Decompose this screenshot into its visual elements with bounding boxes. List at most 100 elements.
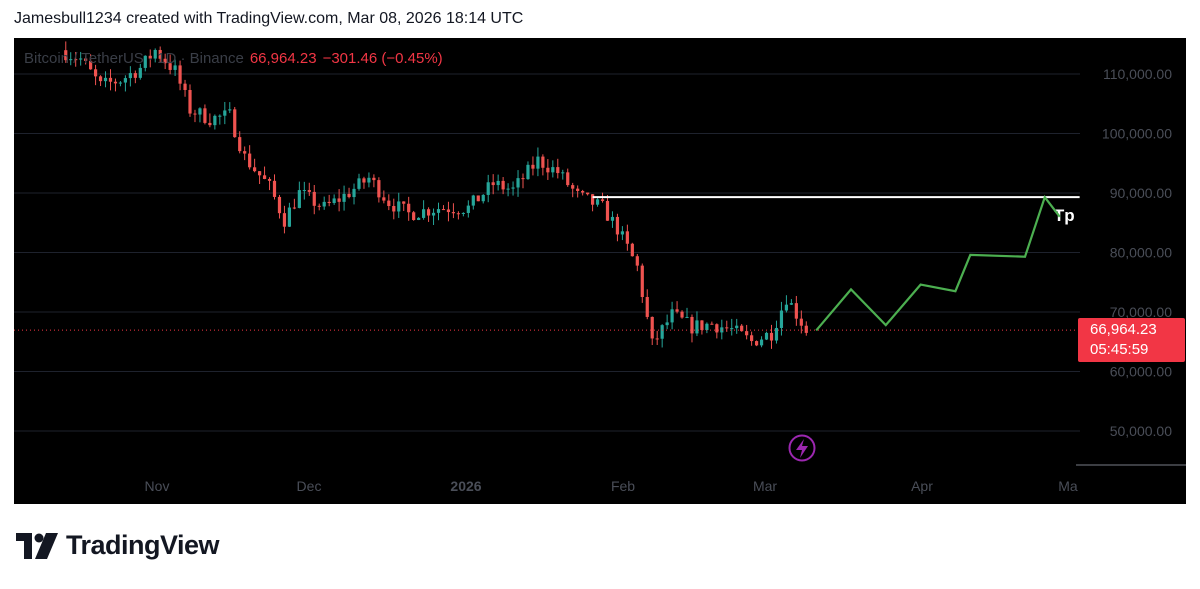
candle-body <box>506 188 510 190</box>
candle-body <box>377 180 381 198</box>
candle-body <box>501 180 505 190</box>
candle-body <box>397 201 401 212</box>
last-price-value: 66,964.23 <box>1090 321 1157 338</box>
candle-body <box>571 185 575 189</box>
candle-body <box>794 303 798 319</box>
candle-body <box>163 58 167 64</box>
candle-body <box>362 178 366 183</box>
candle-body <box>446 209 451 213</box>
candle-body <box>546 167 550 173</box>
candle-body <box>357 178 361 189</box>
candle-body <box>337 198 341 202</box>
candle-body <box>735 325 739 329</box>
candle-body <box>531 164 535 169</box>
candle-body <box>188 90 192 114</box>
candle-body <box>178 65 182 84</box>
candle-body <box>417 217 421 220</box>
x-tick-label: 2026 <box>450 478 481 494</box>
candle-body <box>412 212 416 220</box>
candle-body <box>630 243 634 257</box>
candle-body <box>287 207 292 227</box>
candle-body <box>392 206 396 212</box>
price-chart[interactable]: Tp 110,000.00 100,000.00 90,000.00 80,000.0… <box>14 38 1186 504</box>
candle-body <box>98 76 103 82</box>
candle-body <box>804 325 808 333</box>
candle-body <box>317 205 321 207</box>
y-tick-label: 80,000.00 <box>1110 245 1172 261</box>
candle-body <box>740 325 744 332</box>
candle-body <box>660 325 664 339</box>
candle-body <box>650 316 654 339</box>
candle-body <box>680 311 684 318</box>
candle-body <box>262 175 267 179</box>
candle-body <box>685 316 689 318</box>
candle-body <box>586 192 590 195</box>
candle-body <box>516 178 520 188</box>
candle-body <box>451 212 456 214</box>
lightning-icon <box>788 434 816 462</box>
candle-body <box>655 338 659 340</box>
candle-body <box>610 216 615 221</box>
candle-body <box>93 69 98 77</box>
legend-change: −301.46 (−0.45%) <box>322 50 443 67</box>
candle-body <box>745 331 749 336</box>
candle-body <box>158 49 162 59</box>
candle-body <box>103 77 108 82</box>
x-tick-label: Ma <box>1058 478 1078 494</box>
candle-body <box>595 199 600 205</box>
candle-body <box>128 73 132 79</box>
candle-body <box>277 196 282 214</box>
candle-body <box>208 122 212 126</box>
candle-body <box>700 320 704 331</box>
candle-body <box>556 167 560 174</box>
candle-body <box>456 213 460 215</box>
candle-body <box>600 199 605 201</box>
candle-body <box>486 182 490 195</box>
x-tick-label: Dec <box>297 478 322 494</box>
candle-body <box>551 167 555 173</box>
candle-body <box>108 77 113 82</box>
candle-body <box>387 200 391 207</box>
candle-body <box>367 177 371 183</box>
candle-body <box>253 167 257 172</box>
candle-body <box>764 332 769 340</box>
candle-body <box>725 327 729 329</box>
candle-body <box>342 193 346 202</box>
candle-body <box>327 201 331 204</box>
candle-body <box>248 153 252 168</box>
candle-body <box>784 304 789 311</box>
candle-body <box>133 73 137 78</box>
candle-body <box>670 309 674 323</box>
candle-body <box>218 115 222 117</box>
candle-body <box>635 256 639 266</box>
candle-body <box>407 203 411 213</box>
chart-area[interactable]: Tp 110,000.00 100,000.00 90,000.00 80,000.0… <box>14 38 1186 504</box>
candle-body <box>466 205 470 213</box>
y-tick-label: 100,000.00 <box>1102 126 1172 142</box>
candle-body <box>243 151 247 154</box>
candle-body <box>715 324 719 333</box>
candle-body <box>84 58 88 61</box>
candle-body <box>89 60 93 70</box>
candle-body <box>759 339 764 346</box>
candle-body <box>173 65 177 70</box>
candle-body <box>297 190 301 208</box>
candle-body <box>620 231 624 235</box>
candle-body <box>312 191 316 206</box>
tradingview-wordmark: TradingView <box>66 530 220 560</box>
y-tick-label: 90,000.00 <box>1110 185 1172 201</box>
candle-body <box>471 195 475 206</box>
candle-body <box>536 156 540 169</box>
candle-body <box>441 209 446 211</box>
lightning-icon-ring <box>788 434 816 462</box>
candle-body <box>74 59 78 61</box>
candle-body <box>705 323 709 331</box>
candle-body <box>352 188 356 198</box>
candle-body <box>213 115 217 126</box>
x-tick-label: Apr <box>911 478 933 494</box>
bar-countdown: 05:45:59 <box>1090 341 1149 358</box>
candle-body <box>645 297 649 317</box>
candle-body <box>789 303 793 305</box>
candle-body <box>779 310 784 328</box>
candle-body <box>491 182 495 186</box>
